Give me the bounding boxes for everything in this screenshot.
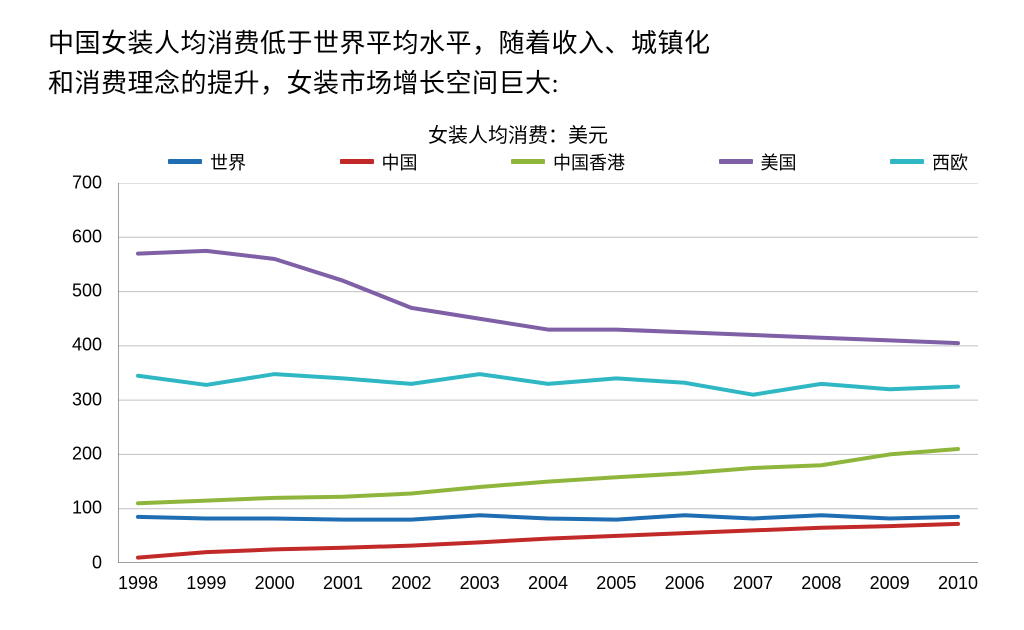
legend-swatch-weur (890, 159, 924, 164)
y-axis-label: 400 (72, 335, 102, 356)
y-axis-label: 0 (92, 552, 102, 573)
x-axis-label: 2006 (665, 573, 705, 594)
y-axis-label: 300 (72, 389, 102, 410)
x-axis-label: 2007 (733, 573, 773, 594)
y-axis-label: 600 (72, 226, 102, 247)
x-axis-label: 2000 (255, 573, 295, 594)
y-axis-labels: 0100200300400500600700 (48, 183, 110, 563)
heading-line-1: 中国女装人均消费低于世界平均水平，随着收入、城镇化 (48, 29, 711, 58)
legend-swatch-usa (719, 159, 753, 164)
x-axis-label: 1999 (186, 573, 226, 594)
series-line-usa (138, 250, 958, 342)
chart-legend: 世界 中国 中国香港 美国 西欧 (158, 149, 978, 175)
x-axis-label: 1998 (118, 573, 158, 594)
x-axis-label: 2008 (801, 573, 841, 594)
y-axis-label: 100 (72, 498, 102, 519)
chart-title: 女装人均消费：美元 (48, 119, 988, 148)
chart-svg (118, 183, 978, 563)
series-line-weur (138, 374, 958, 395)
legend-label-usa: 美国 (761, 149, 797, 175)
x-axis-label: 2003 (460, 573, 500, 594)
legend-swatch-china (340, 159, 374, 164)
chart-container: 女装人均消费：美元 世界 中国 中国香港 美国 西欧 01 (48, 115, 988, 615)
y-axis-label: 700 (72, 172, 102, 193)
x-axis-label: 2001 (323, 573, 363, 594)
legend-item-usa: 美国 (719, 149, 797, 175)
series-line-hk (138, 449, 958, 503)
x-axis-label: 2005 (596, 573, 636, 594)
page: 中国女装人均消费低于世界平均水平，随着收入、城镇化 和消费理念的提升，女装市场增… (0, 0, 1024, 630)
legend-item-china: 中国 (340, 149, 418, 175)
legend-label-world: 世界 (210, 149, 246, 175)
legend-swatch-hk (511, 159, 545, 164)
legend-label-weur: 西欧 (932, 149, 968, 175)
legend-item-hk: 中国香港 (511, 149, 625, 175)
x-axis-label: 2004 (528, 573, 568, 594)
chart-plot-area (118, 183, 978, 563)
series-line-china (138, 524, 958, 558)
legend-item-world: 世界 (168, 149, 246, 175)
legend-swatch-world (168, 159, 202, 164)
heading-line-2: 和消费理念的提升，女装市场增长空间巨大: (48, 69, 559, 98)
x-axis-label: 2002 (391, 573, 431, 594)
legend-label-hk: 中国香港 (553, 149, 625, 175)
x-axis-labels: 1998 1999 2000 2001 2002 2003 2004 2005 2006 2007… (118, 567, 978, 597)
legend-item-weur: 西欧 (890, 149, 968, 175)
page-heading: 中国女装人均消费低于世界平均水平，随着收入、城镇化 和消费理念的提升，女装市场增… (48, 24, 984, 105)
y-axis-label: 200 (72, 444, 102, 465)
series-line-world (138, 515, 958, 519)
y-axis-label: 500 (72, 281, 102, 302)
legend-label-china: 中国 (382, 149, 418, 175)
x-axis-label: 2009 (870, 573, 910, 594)
x-axis-label: 2010 (938, 573, 978, 594)
